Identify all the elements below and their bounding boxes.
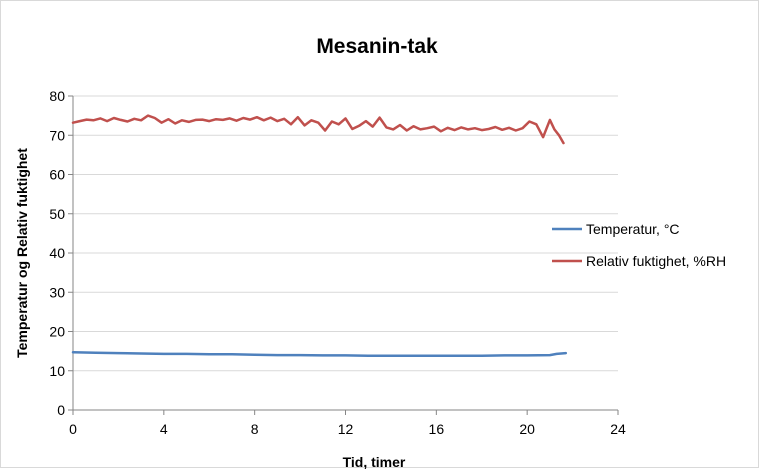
- series-line-1: [71, 351, 568, 358]
- y-tick-label: 0: [57, 402, 65, 418]
- y-tick-labels: 0 10 20 30 40 50 60 70 80: [49, 88, 65, 418]
- x-axis-title: Tid, timer: [343, 454, 406, 469]
- series-lines: [71, 114, 568, 358]
- x-tick-label: 12: [338, 421, 354, 437]
- series-line-2: [71, 114, 565, 145]
- y-tick-label: 60: [49, 167, 65, 183]
- axes: [68, 95, 619, 415]
- x-tick-label: 0: [69, 421, 77, 437]
- y-tick-label: 40: [49, 245, 65, 261]
- legend-label: Relativ fuktighet, %RH: [586, 253, 726, 269]
- y-axis-title: Temperatur og Relativ fuktighet: [14, 148, 30, 358]
- x-tick-label: 16: [429, 421, 445, 437]
- gridlines: [73, 95, 618, 372]
- x-tick-label: 24: [610, 421, 626, 437]
- legend: Temperatur, °C Relativ fuktighet, %RH: [552, 221, 726, 269]
- x-tick-label: 4: [160, 421, 168, 437]
- x-tick-label: 8: [251, 421, 259, 437]
- y-tick-label: 70: [49, 127, 65, 143]
- x-tick-labels: 0 4 8 12 16 20 24: [69, 421, 626, 437]
- y-tick-label: 10: [49, 363, 65, 379]
- y-tick-label: 50: [49, 206, 65, 222]
- legend-label: Temperatur, °C: [586, 221, 680, 237]
- x-tick-label: 20: [519, 421, 535, 437]
- y-tick-label: 30: [49, 284, 65, 300]
- y-tick-label: 20: [49, 324, 65, 340]
- chart-title: Mesanin-tak: [316, 35, 438, 58]
- y-tick-label: 80: [49, 88, 65, 104]
